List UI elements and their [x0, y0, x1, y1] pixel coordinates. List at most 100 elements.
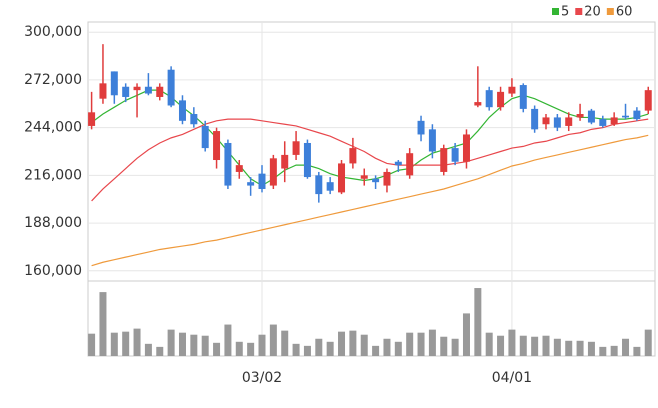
- x-tick-label: 03/02: [242, 370, 282, 386]
- candle-body: [633, 110, 641, 120]
- candle-body: [156, 86, 164, 97]
- candle-body: [622, 115, 630, 118]
- volume-bar: [190, 334, 198, 356]
- candle-body: [440, 148, 448, 172]
- candle-body: [542, 117, 550, 125]
- candle-body: [213, 131, 221, 161]
- y-tick-label: 244,000: [24, 120, 82, 136]
- volume-bar: [633, 346, 641, 356]
- candle-body: [531, 108, 539, 130]
- y-tick-label: 160,000: [24, 263, 82, 279]
- volume-bar: [372, 345, 380, 356]
- volume-bar: [99, 292, 107, 356]
- volume-bar: [338, 331, 346, 356]
- candle-body: [201, 125, 209, 149]
- y-tick-label: 188,000: [24, 215, 82, 231]
- candle-body: [110, 71, 118, 96]
- volume-bar: [201, 335, 209, 356]
- volume-bar: [531, 336, 539, 356]
- ma-line: [91, 134, 649, 267]
- candle-body: [451, 148, 459, 162]
- volume-bar: [406, 332, 414, 356]
- volume-bar: [326, 341, 334, 356]
- candle-body: [497, 91, 505, 108]
- volume-bar: [553, 338, 561, 356]
- candle-body: [178, 100, 186, 121]
- volume-bar: [235, 341, 243, 356]
- candle-body: [122, 86, 130, 97]
- volume-bar: [133, 328, 141, 356]
- y-tick-label: 300,000: [24, 24, 82, 40]
- candle-body: [462, 134, 470, 162]
- candle-body: [224, 142, 232, 186]
- candle-body: [394, 161, 402, 166]
- candle-body: [508, 86, 516, 94]
- legend-swatch: [552, 8, 559, 15]
- candle-body: [349, 148, 357, 164]
- candle-body: [383, 171, 391, 186]
- candle-body: [519, 85, 527, 109]
- candle-body: [144, 86, 152, 94]
- candle-body: [587, 110, 595, 123]
- candle-body: [610, 117, 618, 125]
- legend-label: 20: [584, 5, 601, 20]
- volume-bar: [349, 330, 357, 356]
- candle-body: [406, 153, 414, 176]
- candle-body: [88, 112, 96, 126]
- volume-bar: [542, 335, 550, 356]
- volume-bar: [156, 346, 164, 356]
- volume-bar: [122, 331, 130, 356]
- volume-bar: [497, 335, 505, 356]
- y-tick-label: 272,000: [24, 72, 82, 88]
- volume-bar: [383, 338, 391, 356]
- x-tick-label: 04/01: [492, 370, 532, 386]
- volume-bar: [508, 329, 516, 356]
- volume-bar: [565, 340, 573, 356]
- volume-bar: [144, 343, 152, 356]
- volume-bar: [519, 335, 527, 356]
- volume-bar: [599, 346, 607, 356]
- candle-body: [292, 141, 300, 155]
- legend-swatch: [575, 8, 583, 15]
- volume-bar: [110, 332, 118, 356]
- legend-label: 60: [616, 5, 633, 20]
- volume-bar: [88, 333, 96, 356]
- volume-bar: [462, 313, 470, 356]
- candle-body: [258, 173, 266, 189]
- candle-body: [326, 182, 334, 191]
- candle-body: [485, 90, 493, 108]
- volume-bar: [394, 341, 402, 356]
- legend-label: 5: [561, 5, 569, 20]
- candle-body: [303, 142, 311, 178]
- candle-body: [190, 114, 198, 125]
- volume-bar: [258, 334, 266, 356]
- ma-line: [91, 118, 649, 202]
- candle-body: [315, 175, 323, 195]
- candle-body: [133, 86, 141, 91]
- volume-bar: [610, 345, 618, 356]
- candle-body: [235, 165, 243, 172]
- volume-bar: [269, 324, 277, 356]
- candle-body: [553, 117, 561, 128]
- volume-frame: [87, 280, 656, 357]
- volume-bar: [474, 288, 482, 356]
- candle-body: [167, 69, 175, 106]
- candle-body: [372, 178, 380, 183]
- volume-bar: [247, 342, 255, 356]
- candle-body: [281, 154, 289, 169]
- volume-bar: [440, 336, 448, 356]
- volume-bar: [360, 334, 368, 356]
- candle-body: [269, 158, 277, 186]
- volume-bar: [178, 332, 186, 356]
- candle-body: [576, 114, 584, 118]
- volume-bar: [167, 329, 175, 356]
- y-tick-label: 216,000: [24, 167, 82, 183]
- volume-bar: [417, 332, 425, 356]
- volume-bar: [451, 338, 459, 356]
- volume-bar: [315, 338, 323, 356]
- candle-body: [360, 175, 368, 179]
- candle-body: [474, 102, 482, 106]
- candle-body: [338, 163, 346, 193]
- volume-bar: [576, 340, 584, 356]
